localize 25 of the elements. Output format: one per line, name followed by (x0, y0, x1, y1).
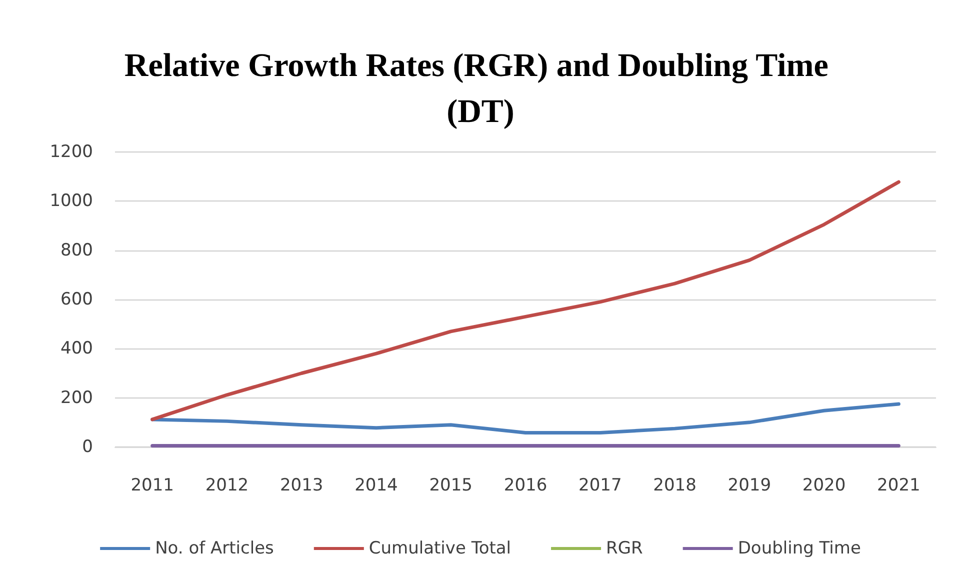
x-tick-label: 2013 (280, 476, 324, 496)
x-tick-label: 2015 (429, 476, 472, 496)
x-tick-label: 2018 (653, 476, 696, 496)
y-tick-label: 600 (60, 290, 93, 310)
x-tick-label: 2011 (130, 476, 174, 496)
y-tick-label: 1200 (50, 142, 93, 162)
y-tick-label: 800 (60, 240, 93, 260)
chart-title: Relative Growth Rates (RGR) and Doubling Time (DT) (124, 48, 837, 130)
y-tick-label: 400 (60, 338, 93, 359)
x-tick-label: 2017 (578, 476, 622, 496)
line-series (150, 402, 900, 434)
x-tick-label: 2021 (877, 476, 920, 496)
y-tick-label: 200 (60, 388, 93, 408)
legend-label: RGR (606, 538, 644, 558)
x-tick-label: 2016 (504, 476, 548, 496)
x-tick-label: 2020 (802, 476, 846, 496)
x-tick-label: 2014 (354, 476, 398, 496)
y-tick-label: 1000 (50, 191, 93, 212)
x-tick-label: 2019 (728, 476, 772, 496)
line-series (150, 180, 900, 422)
legend-label: Doubling Time (738, 538, 861, 558)
y-tick-label: 0 (82, 437, 93, 457)
legend-label: Cumulative Total (368, 538, 512, 558)
legend-label: No. of Articles (155, 538, 274, 558)
x-tick-label: 2012 (205, 476, 249, 496)
